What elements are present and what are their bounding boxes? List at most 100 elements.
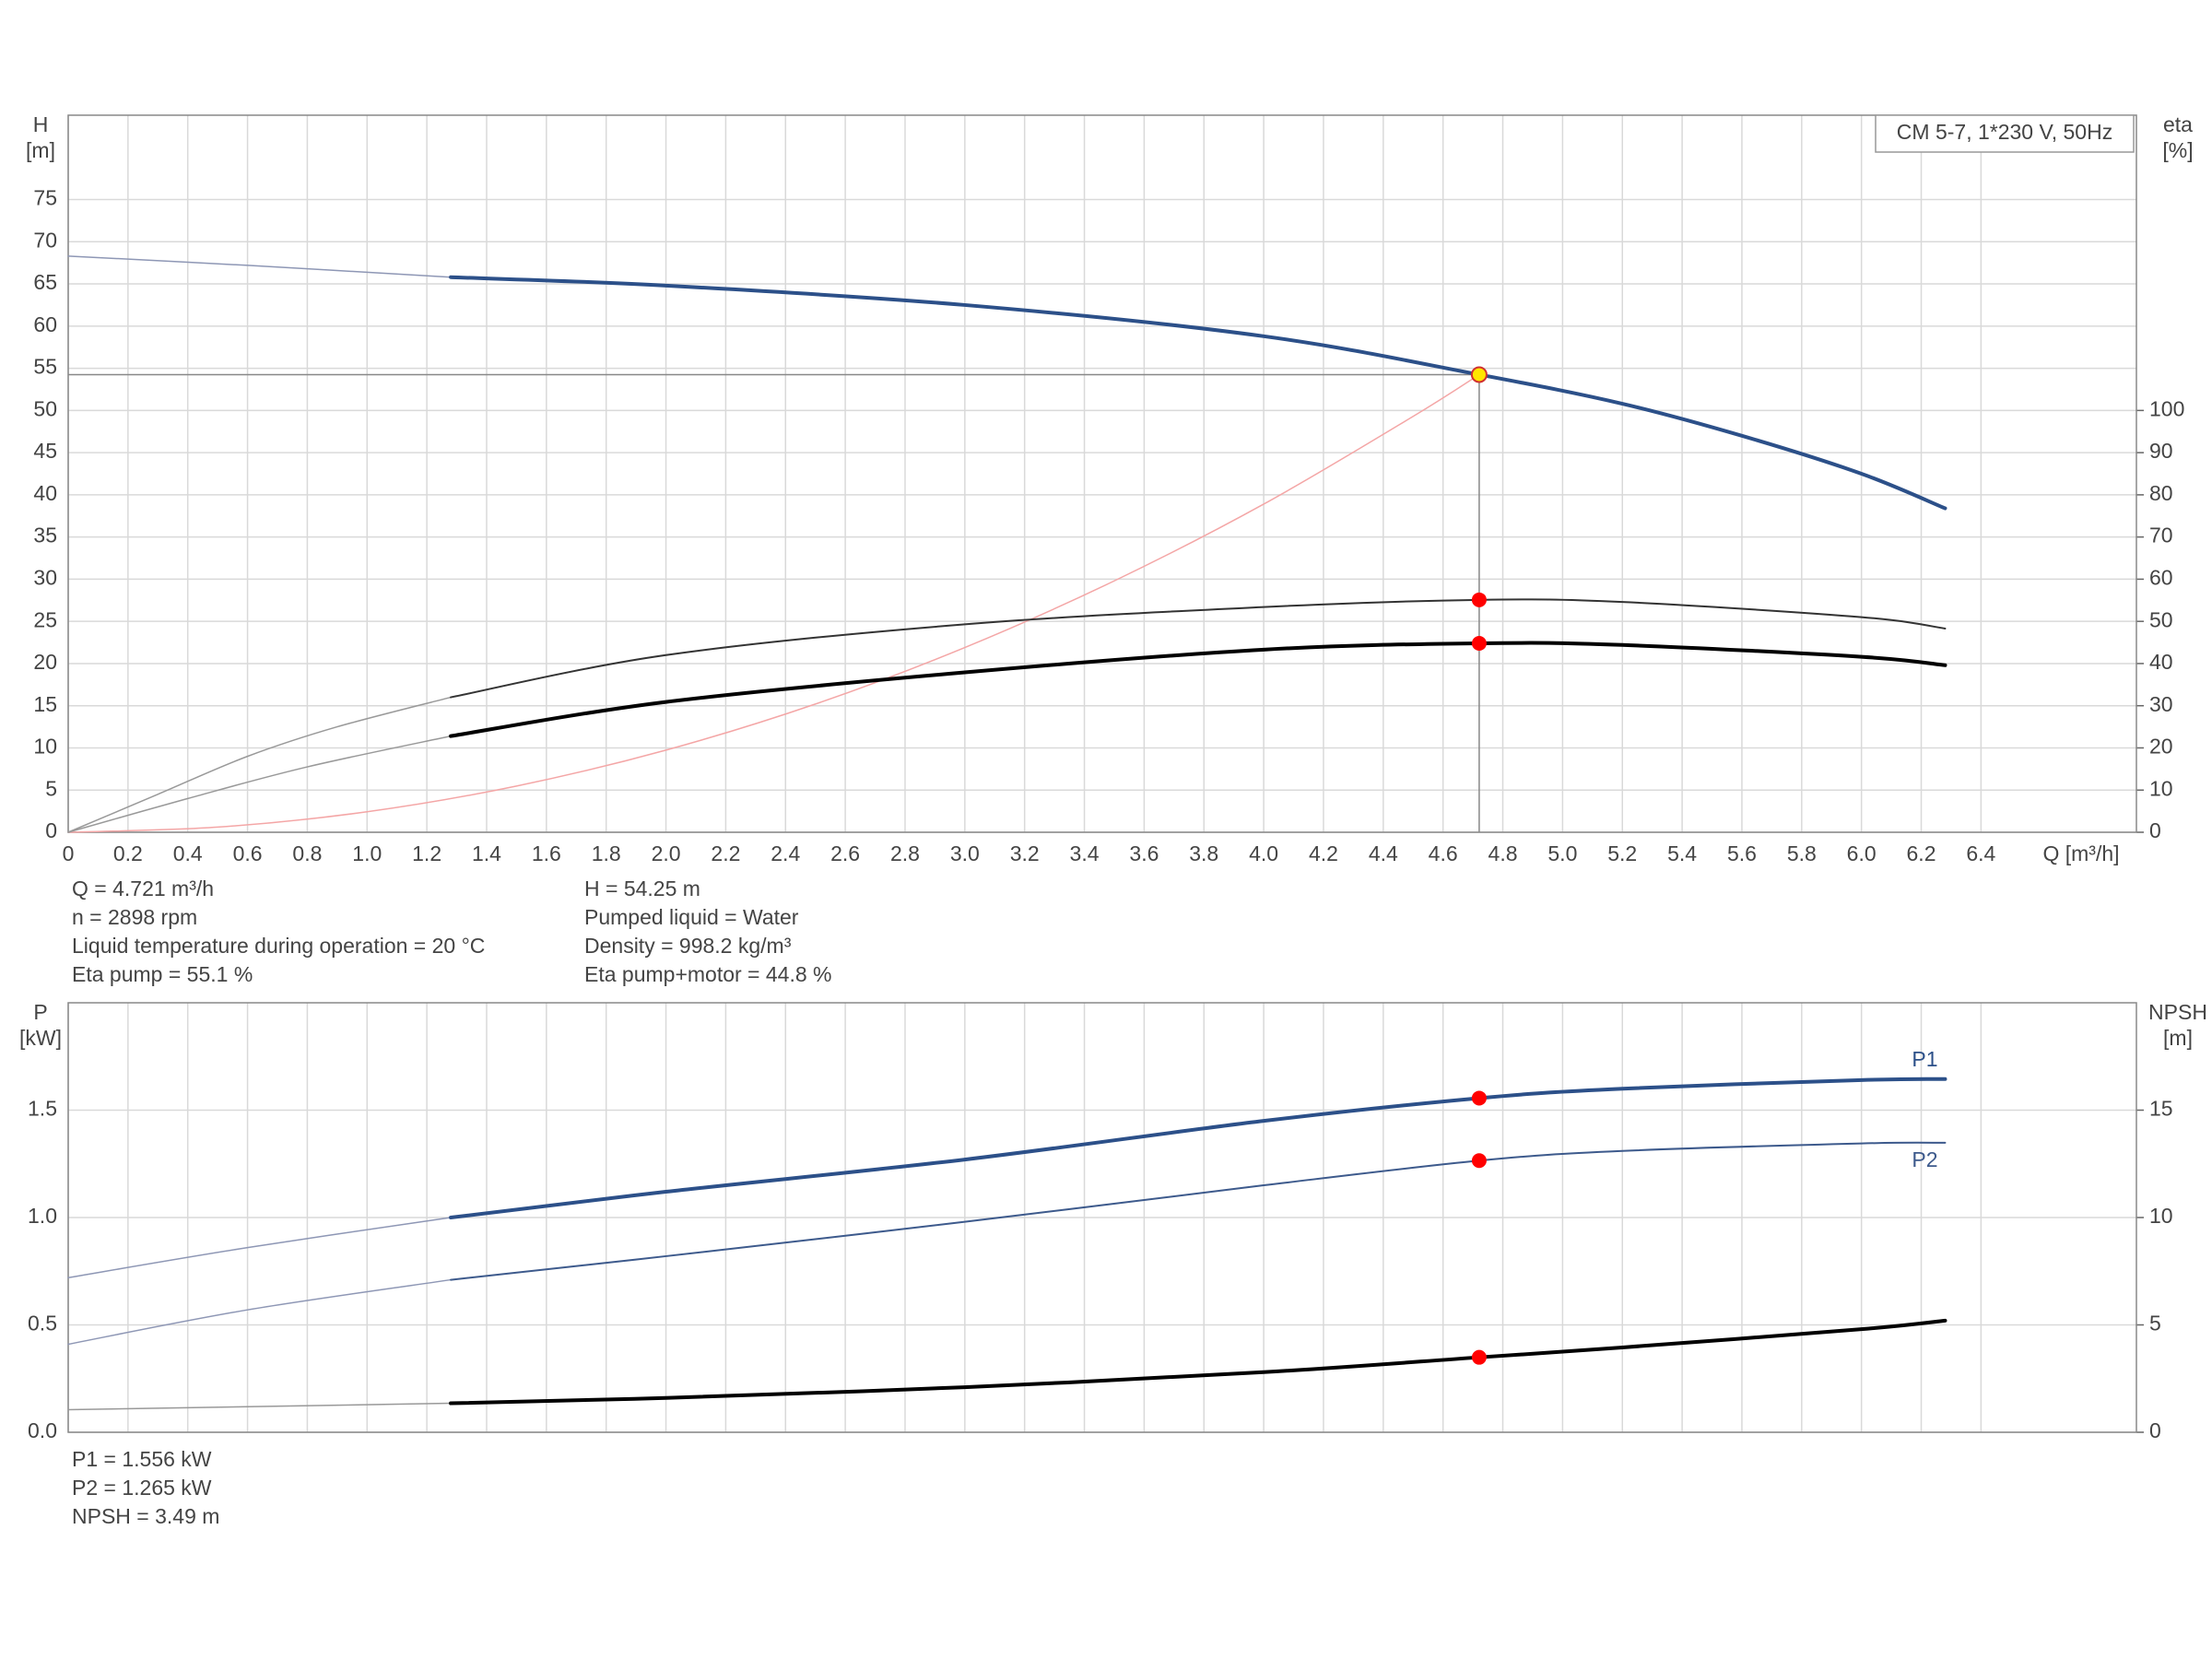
y-tick-label: 1.0 [28,1204,57,1228]
y2-axis-label: [m] [2163,1026,2193,1050]
x-tick-label: 1.4 [472,841,501,865]
curve [449,641,1947,738]
info-line: P2 = 1.265 kW [72,1476,212,1500]
x-tick-label: 4.6 [1429,841,1458,865]
y-tick-label: 35 [33,524,57,547]
y2-tick-label: 50 [2149,607,2173,631]
operating-point [1471,1153,1487,1169]
x-tick-label: 1.8 [592,841,621,865]
x-tick-label: 6.2 [1907,841,1936,865]
y-tick-label: 70 [33,228,57,252]
x-tick-label: 5.2 [1607,841,1637,865]
y-tick-label: 1.5 [28,1097,57,1121]
y-tick-label: 30 [33,565,57,589]
operating-point [1470,366,1488,383]
x-tick-label: 4.8 [1488,841,1518,865]
operating-point [1471,1090,1487,1106]
y2-tick-label: 10 [2149,1204,2173,1228]
x-tick-label: 0.8 [292,841,322,865]
info-line: Pumped liquid = Water [584,905,799,929]
x-tick-label: 2.2 [711,841,740,865]
x-axis-label: Q [m³/h] [2042,841,2119,865]
y2-tick-label: 10 [2149,776,2173,800]
x-tick-label: 0.4 [173,841,203,865]
y-tick-label: 40 [33,481,57,505]
curve [67,373,1480,833]
chart-title: CM 5-7, 1*230 V, 50Hz [1897,120,2112,144]
info-line: P1 = 1.556 kW [72,1447,212,1471]
y2-tick-label: 0 [2149,1418,2161,1442]
y2-tick-label: 15 [2149,1097,2173,1121]
y2-tick-label: 30 [2149,692,2173,716]
x-tick-label: 3.4 [1070,841,1100,865]
y2-tick-label: 90 [2149,439,2173,463]
y-tick-label: 75 [33,186,57,210]
x-tick-label: 2.4 [771,841,800,865]
y2-tick-label: 100 [2149,396,2184,420]
operating-point [1471,635,1487,651]
x-tick-label: 1.2 [412,841,441,865]
info-line: Eta pump = 55.1 % [72,962,253,986]
y-tick-label: 10 [33,735,57,759]
x-tick-label: 2.6 [830,841,860,865]
x-tick-label: 1.6 [532,841,561,865]
x-tick-label: 3.6 [1129,841,1159,865]
x-tick-label: 4.4 [1369,841,1398,865]
curve [67,1217,452,1278]
x-tick-label: 4.2 [1309,841,1338,865]
y-tick-label: 50 [33,396,57,420]
y2-axis-label: NPSH [2148,1000,2207,1024]
series-label: P1 [1912,1047,1937,1071]
x-tick-label: 5.8 [1787,841,1817,865]
operating-point [1471,1349,1487,1365]
curve [450,1141,1947,1281]
plot-frame [67,114,2137,833]
x-tick-label: 0.6 [233,841,263,865]
curve [67,1278,452,1346]
y-tick-label: 15 [33,692,57,716]
x-tick-label: 5.6 [1727,841,1757,865]
curve [449,1318,1947,1406]
info-line: NPSH = 3.49 m [72,1504,219,1528]
x-tick-label: 4.0 [1249,841,1278,865]
title-box [1875,114,2135,153]
curve [67,696,452,833]
y-tick-label: 45 [33,439,57,463]
curve [449,275,1947,511]
curve [450,598,1947,699]
x-tick-label: 2.8 [890,841,920,865]
y-axis-label: P [33,1000,47,1024]
curve [67,1402,452,1411]
y-tick-label: 0 [45,818,57,842]
y2-tick-label: 0 [2149,818,2161,842]
x-tick-label: 5.0 [1547,841,1577,865]
y-axis-label: [m] [26,138,55,162]
y2-tick-label: 80 [2149,481,2173,505]
x-tick-label: 2.0 [652,841,681,865]
x-tick-label: 1.0 [352,841,382,865]
x-tick-label: 0 [63,841,75,865]
y-tick-label: 25 [33,607,57,631]
y2-tick-label: 20 [2149,735,2173,759]
y-tick-label: 60 [33,312,57,336]
y-tick-label: 65 [33,270,57,294]
plot-frame [67,1002,2137,1433]
y-tick-label: 5 [45,776,57,800]
x-tick-label: 0.2 [113,841,143,865]
info-line: Density = 998.2 kg/m³ [584,934,792,958]
info-line: H = 54.25 m [584,877,700,900]
info-line: Liquid temperature during operation = 20… [72,934,485,958]
x-tick-label: 3.0 [950,841,980,865]
y2-axis-label: [%] [2162,138,2193,162]
y-tick-label: 0.5 [28,1312,57,1335]
y2-tick-label: 40 [2149,650,2173,674]
info-line: Eta pump+motor = 44.8 % [584,962,832,986]
info-line: Q = 4.721 m³/h [72,877,214,900]
info-line: n = 2898 rpm [72,905,197,929]
y2-tick-label: 60 [2149,565,2173,589]
y-tick-label: 55 [33,355,57,379]
x-tick-label: 5.4 [1667,841,1697,865]
x-tick-label: 6.0 [1847,841,1877,865]
